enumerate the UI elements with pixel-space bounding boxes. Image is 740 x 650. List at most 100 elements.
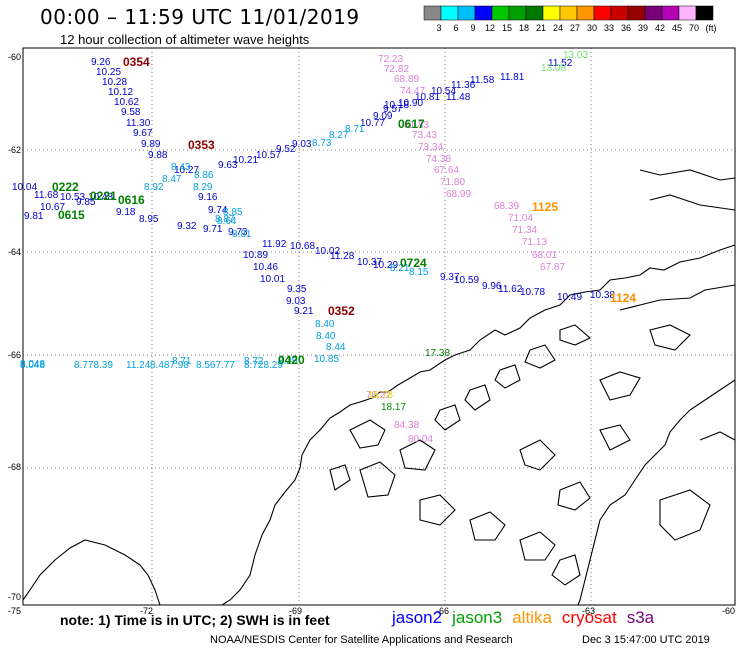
- track-label: 11.68: [34, 190, 59, 201]
- track-label: 10.67: [40, 202, 65, 213]
- track-label: 68.89: [394, 74, 419, 85]
- track-label: 10.54: [431, 86, 456, 97]
- track-label: 8.40: [316, 331, 336, 342]
- track-label: 0724: [400, 256, 427, 270]
- track-label: 68.99: [446, 189, 471, 200]
- track-label: 10.89: [243, 250, 268, 261]
- track-label: 18.17: [381, 402, 406, 413]
- track-label: 9.35: [287, 284, 307, 295]
- track-label: 8.43: [171, 162, 191, 173]
- track-label: 10.02: [315, 246, 340, 257]
- track-label: 10.49: [557, 292, 582, 303]
- track-label: 8.29: [193, 182, 213, 193]
- track-label: 0352: [328, 304, 355, 318]
- track-label: 0420: [278, 353, 305, 367]
- colorbar-label: 21: [536, 23, 546, 33]
- track-label: 8.778.39: [74, 360, 113, 371]
- lon-label: -72: [140, 606, 153, 616]
- track-label: 11.24: [126, 360, 151, 371]
- track-label: 17.38: [425, 348, 450, 359]
- track-label: 8.487.98: [150, 360, 189, 371]
- track-label: 11.36: [451, 80, 476, 91]
- track-label: 9.74: [208, 205, 228, 216]
- lat-label: -70: [8, 592, 21, 602]
- track-label: 13.03: [563, 50, 588, 61]
- track-label: 72.82: [384, 64, 409, 75]
- colorbar-label: (ft): [706, 23, 717, 33]
- track-label: 9.89: [141, 139, 161, 150]
- track-label: 9.85: [76, 197, 96, 208]
- track-label: 8.048: [20, 360, 45, 371]
- colorbar-label: 24: [553, 23, 563, 33]
- track-label: 9.57: [383, 104, 403, 115]
- track-label: 74.38: [426, 154, 451, 165]
- track-label: 73.43: [412, 130, 437, 141]
- legend-s3a: s3a: [626, 608, 655, 627]
- track-label: 10.04: [12, 182, 37, 193]
- track-label: 10.85: [314, 354, 339, 365]
- track-label: 9.03: [292, 139, 312, 150]
- track-label: 9.58: [121, 107, 141, 118]
- legend-jason3: jason3: [452, 608, 503, 627]
- lat-label: -68: [8, 462, 21, 472]
- track-label: 13.08: [541, 63, 566, 74]
- track-label: 0353: [188, 138, 215, 152]
- track-label: 8.47: [162, 174, 182, 185]
- colorbar-label: 39: [638, 23, 648, 33]
- track-label: 9.71: [203, 224, 223, 235]
- track-label: 9.16: [198, 192, 218, 203]
- track-label: 9.03: [286, 296, 306, 307]
- track-label: 10.48: [88, 192, 113, 203]
- track-label: 80.04: [408, 434, 433, 445]
- colorbar-swatch: [695, 5, 714, 21]
- track-label: 11.28: [330, 251, 355, 262]
- colorbar-label: 33: [604, 23, 614, 33]
- lon-label: -60: [722, 606, 735, 616]
- longitude-labels: -75 -72 -69 -66 -63 -60: [8, 606, 735, 616]
- track-label: 74.47: [400, 86, 425, 97]
- colorbar-label: 3: [436, 23, 441, 33]
- colorbar-label: 30: [587, 23, 597, 33]
- track-label: 11.58: [470, 75, 495, 86]
- track-label: 11.52: [548, 58, 573, 69]
- track-label: 9.63: [218, 160, 238, 171]
- colorbar-label: 6: [453, 23, 458, 33]
- track-label: 0222: [52, 180, 79, 194]
- track-label: 68.39: [494, 201, 519, 212]
- track-label: 10.53: [60, 192, 85, 203]
- altimeter-tracks: 9.2610.2510.2810.1210.629.5811.309.679.8…: [12, 50, 636, 445]
- lon-label: -75: [8, 606, 21, 616]
- track-label: 11.92: [262, 239, 287, 250]
- track-label: 10.81: [415, 92, 440, 103]
- colorbar-label: 45: [672, 23, 682, 33]
- track-label: 8.728.29: [244, 360, 283, 371]
- track-label: 71.34: [512, 225, 537, 236]
- track-label: 9.81: [24, 211, 44, 222]
- track-label: 10.37: [357, 257, 382, 268]
- track-label: 8.72: [244, 356, 264, 367]
- track-label: 8.567.77: [196, 360, 235, 371]
- credit-line: NOAA/NESDIS Center for Satellite Applica…: [210, 634, 513, 646]
- track-label: 18.78: [368, 390, 393, 401]
- latitude-labels: -60 -62 -64 -66 -68 -70: [8, 52, 21, 602]
- track-label: 9.67: [133, 128, 153, 139]
- track-label: 9.18: [116, 207, 136, 218]
- track-label: 11.30: [126, 118, 151, 129]
- track-label: 81.83: [404, 120, 429, 131]
- track-label: 10.78: [520, 287, 545, 298]
- lat-label: -62: [8, 145, 21, 155]
- track-label: 72.23: [378, 54, 403, 65]
- track-label: 67.64: [434, 165, 459, 176]
- track-label: 0615: [58, 208, 85, 222]
- track-label: 10.12: [108, 87, 133, 98]
- satellite-legend: jason2 jason3 altika cryosat s3a: [392, 608, 664, 628]
- track-label: 71.80: [440, 177, 465, 188]
- colorbar-label: 15: [502, 23, 512, 33]
- colorbar-label: 36: [621, 23, 631, 33]
- track-label: 0354: [123, 55, 150, 69]
- track-label: 8.87: [215, 214, 235, 225]
- colorbar-label: 42: [655, 23, 665, 33]
- track-label: 9.26: [91, 57, 111, 68]
- track-label: 10.29: [373, 260, 398, 271]
